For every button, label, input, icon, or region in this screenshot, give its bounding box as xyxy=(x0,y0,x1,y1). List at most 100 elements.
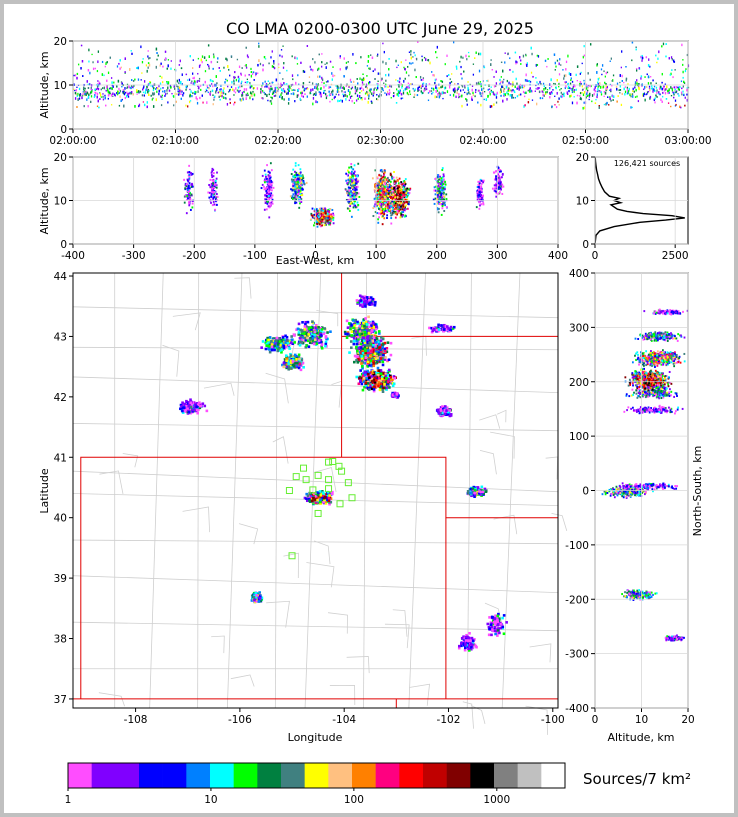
time-height-source xyxy=(659,93,661,96)
time-height-source xyxy=(366,87,368,90)
ew-source xyxy=(387,187,390,190)
ew-source xyxy=(399,216,402,219)
time-height-source xyxy=(511,96,513,99)
time-height-source xyxy=(178,82,180,85)
time-height-source xyxy=(205,88,207,91)
ew-source xyxy=(403,196,406,199)
time-height-source xyxy=(648,87,651,90)
time-height-source xyxy=(316,85,318,88)
time-height-source xyxy=(80,67,82,70)
time-height-source xyxy=(371,92,373,96)
ew-source xyxy=(349,187,352,190)
time-height-source xyxy=(191,72,194,75)
time-height-source xyxy=(219,88,221,91)
ew-source xyxy=(332,214,335,217)
time-height-panel: 02:00:00 02:10:00 02:20:00 02:30:00 02:40:00… xyxy=(38,36,712,147)
time-height-source xyxy=(464,86,466,89)
time-height-source xyxy=(420,90,423,93)
ew-source xyxy=(384,183,387,186)
time-height-source xyxy=(132,93,134,96)
ew-source xyxy=(211,204,214,207)
time-height-source xyxy=(444,63,446,66)
time-height-source xyxy=(329,100,331,103)
time-height-source xyxy=(496,91,498,95)
time-height-source xyxy=(518,88,520,91)
time-height-source xyxy=(411,83,413,85)
time-height-source xyxy=(233,82,235,86)
ew-source xyxy=(440,177,443,180)
time-height-source xyxy=(563,74,566,78)
time-height-source xyxy=(464,91,466,94)
time-height-source xyxy=(368,97,370,100)
time-height-source xyxy=(680,80,683,83)
time-height-source xyxy=(382,60,384,64)
time-height-source xyxy=(509,68,511,71)
time-height-source xyxy=(559,58,561,61)
time-height-source xyxy=(136,67,138,69)
ew-source xyxy=(404,188,407,191)
time-height-source xyxy=(102,98,105,101)
ew-source xyxy=(296,185,299,188)
ew-source xyxy=(377,218,380,221)
ew-source xyxy=(394,194,396,197)
time-height-source xyxy=(427,59,430,62)
time-height-source xyxy=(111,87,113,90)
time-height-source xyxy=(118,62,120,65)
ew-source xyxy=(291,195,294,198)
time-height-source xyxy=(446,90,449,94)
time-height-source xyxy=(495,70,497,73)
time-height-source xyxy=(674,105,677,107)
ew-source xyxy=(400,202,403,205)
time-height-source xyxy=(521,84,523,87)
time-height-source xyxy=(296,94,299,97)
time-height-source xyxy=(600,91,602,93)
time-height-source xyxy=(583,79,585,82)
ew-source xyxy=(322,209,325,212)
time-height-source xyxy=(682,85,684,88)
time-height-source xyxy=(319,75,321,78)
ew-source xyxy=(209,191,211,194)
time-height-source xyxy=(550,91,553,94)
time-height-source xyxy=(150,84,152,87)
ew-source xyxy=(383,217,386,220)
ew-source xyxy=(294,170,296,173)
time-height-source xyxy=(400,83,402,86)
time-height-source xyxy=(584,106,586,110)
ew-source xyxy=(374,211,377,214)
ew-source xyxy=(266,202,269,205)
time-height-source xyxy=(113,81,115,84)
time-height-source xyxy=(302,69,305,73)
ew-source xyxy=(210,194,213,197)
time-height-source xyxy=(372,70,374,73)
time-height-source xyxy=(467,51,470,54)
time-height-source xyxy=(525,54,527,57)
time-height-source xyxy=(588,93,591,97)
time-height-source xyxy=(181,73,183,76)
time-height-source xyxy=(233,80,236,82)
time-height-source xyxy=(274,89,277,92)
time-height-source xyxy=(270,85,272,88)
time-height-source xyxy=(500,61,503,64)
time-height-source xyxy=(94,88,96,91)
time-height-source xyxy=(428,83,431,85)
time-height-source xyxy=(585,96,587,99)
time-height-source xyxy=(209,78,212,82)
time-height-source xyxy=(147,90,149,94)
ew-source xyxy=(388,205,391,208)
time-height-source xyxy=(467,81,469,83)
time-height-source xyxy=(507,90,509,92)
time-height-source xyxy=(599,82,601,85)
time-height-source xyxy=(262,68,264,72)
time-height-source xyxy=(212,67,214,70)
time-height-source xyxy=(354,85,357,89)
time-height-source xyxy=(458,95,461,98)
time-height-source xyxy=(77,98,79,101)
time-height-source xyxy=(245,93,247,97)
ew-source xyxy=(386,214,389,217)
time-height-source xyxy=(345,85,347,87)
ew-source xyxy=(186,198,188,201)
ew-source xyxy=(326,213,329,216)
ew-source xyxy=(403,209,406,212)
time-height-source xyxy=(401,84,403,87)
time-height-source xyxy=(192,67,194,70)
